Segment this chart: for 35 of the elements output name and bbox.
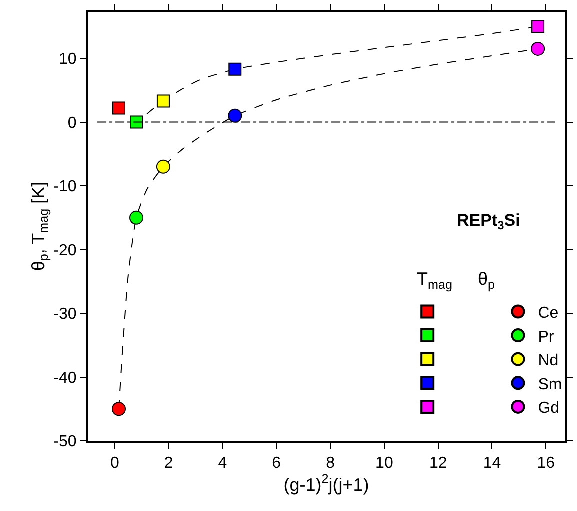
point bbox=[532, 20, 545, 34]
x-tick-label: 8 bbox=[326, 455, 336, 472]
annotation: T$_{mag}$ bbox=[417, 269, 452, 292]
y-tick-label: -10 bbox=[54, 178, 77, 196]
point bbox=[156, 160, 170, 174]
x-tick-label: 0 bbox=[110, 455, 120, 472]
annotation: θ$_{p}$ bbox=[478, 269, 496, 292]
x-tick-label: 2 bbox=[164, 455, 174, 472]
y-tick-label: -40 bbox=[54, 370, 77, 387]
y-tick-label: -50 bbox=[54, 434, 77, 451]
point bbox=[531, 42, 546, 56]
y-tick-label: 10 bbox=[59, 51, 77, 68]
legend-label: Nd bbox=[538, 352, 559, 370]
y-tick-label: 0 bbox=[68, 114, 77, 132]
point bbox=[112, 402, 126, 416]
x-tick-label: 14 bbox=[483, 455, 502, 472]
point bbox=[130, 116, 144, 129]
x-tick-label: 16 bbox=[537, 455, 556, 472]
x-tick-label: 10 bbox=[376, 455, 394, 472]
annotation: REPt$_{3}$Si bbox=[457, 211, 520, 233]
legend-label: Pr bbox=[538, 328, 555, 346]
point bbox=[130, 210, 144, 225]
x-tick-label: 6 bbox=[272, 455, 282, 472]
point bbox=[228, 62, 242, 76]
point bbox=[228, 108, 242, 123]
legend-label: Ce bbox=[538, 304, 559, 322]
x-tick-label: 12 bbox=[429, 455, 448, 472]
x-tick-label: 4 bbox=[218, 455, 228, 472]
y-tick-label: -30 bbox=[54, 306, 77, 324]
legend-label: Sm bbox=[538, 376, 562, 394]
point bbox=[112, 102, 126, 115]
point bbox=[156, 94, 170, 108]
y-tick-label: -20 bbox=[54, 242, 77, 260]
x-axis-title: (g-1)$^{2}$j(j+1) bbox=[284, 472, 370, 495]
legend-label: Gd bbox=[538, 400, 560, 418]
